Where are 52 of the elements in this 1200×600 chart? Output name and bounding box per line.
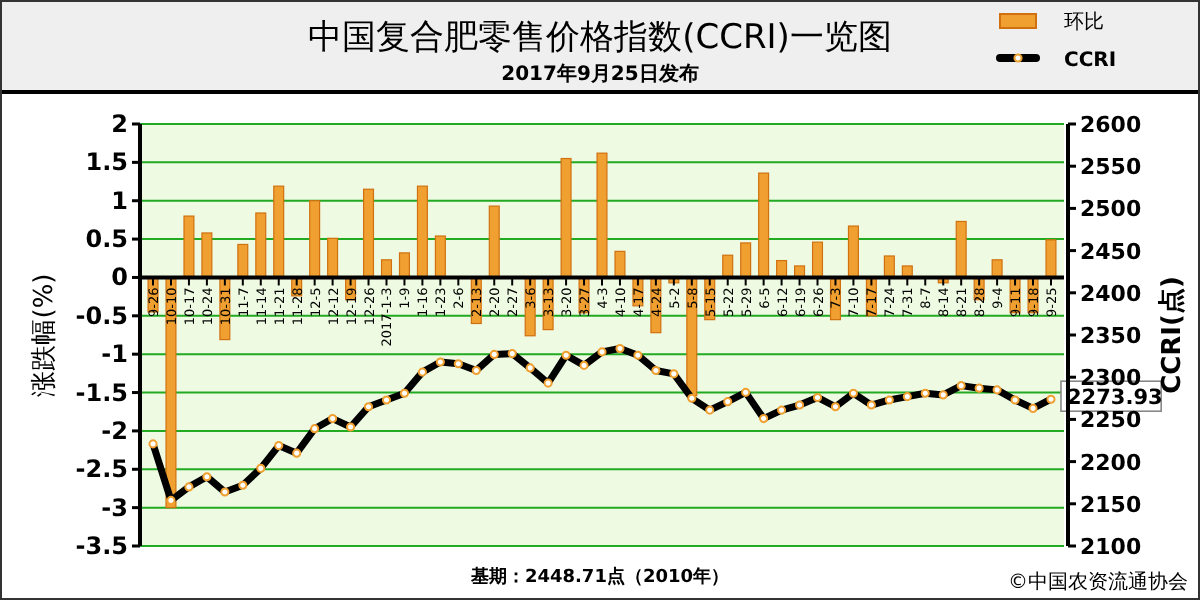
y-tick-label: 1 [111,186,128,215]
chart-subtitle: 2017年9月25日发布 [501,62,699,86]
y-tick-label: 0.5 [85,225,128,254]
y-tick-label: -1 [101,340,128,369]
bar [488,205,500,279]
bar [165,276,177,509]
bar [273,185,285,279]
y-axis-title: 涨跌幅(%) [30,273,60,397]
y2-tick-label: 2250 [1080,407,1142,434]
bar [596,152,608,279]
data-label: 2273.93 [1066,386,1163,411]
text: 基期：2448.71点（2010年） [468,566,730,588]
legend-label: 环比 [1064,10,1104,34]
y2-tick-label: 2600 [1080,112,1142,138]
bar [183,215,195,279]
bar [309,200,321,279]
y2-tick-label: 2100 [1080,534,1142,560]
bar [237,243,249,279]
y-tick-label: -1.5 [75,378,128,407]
y2-tick-label: 2200 [1080,449,1142,476]
bar [327,237,339,279]
bar [1045,239,1057,279]
y2-tick-label: 2400 [1080,280,1142,307]
bar [560,157,572,279]
bar [255,212,267,279]
y-tick-label: 0 [111,263,128,292]
y2-tick-label: 2450 [1080,238,1142,265]
bar [955,220,967,279]
y2-tick-label: 2500 [1080,196,1142,223]
y2-tick-label: 2350 [1080,323,1142,349]
bar [758,172,770,279]
y-tick-label: 2 [111,110,128,138]
y-tick-label: -3.5 [75,532,128,560]
bar [811,241,824,279]
y-tick-label: -2.5 [75,455,128,484]
y-tick-label: 1.5 [85,148,128,177]
bar [416,185,428,279]
bar [614,250,626,279]
text: ©中国农资流通协会 [1008,570,1188,594]
bar [201,232,213,279]
legend-label: CCRI [1064,50,1117,72]
y-tick-label: -0.5 [75,301,128,330]
y-tick-label: -2 [101,416,128,445]
chart-title: 中国复合肥零售价格指数(CCRI)一览图 [308,18,892,58]
bar [362,188,375,279]
bar [434,235,446,279]
y2-tick-label: 2550 [1080,154,1142,181]
line-series [148,343,1056,505]
bar [740,242,752,279]
bar [847,225,859,279]
y-tick-label: -3 [101,493,128,522]
y2-tick-label: 2150 [1080,491,1142,518]
